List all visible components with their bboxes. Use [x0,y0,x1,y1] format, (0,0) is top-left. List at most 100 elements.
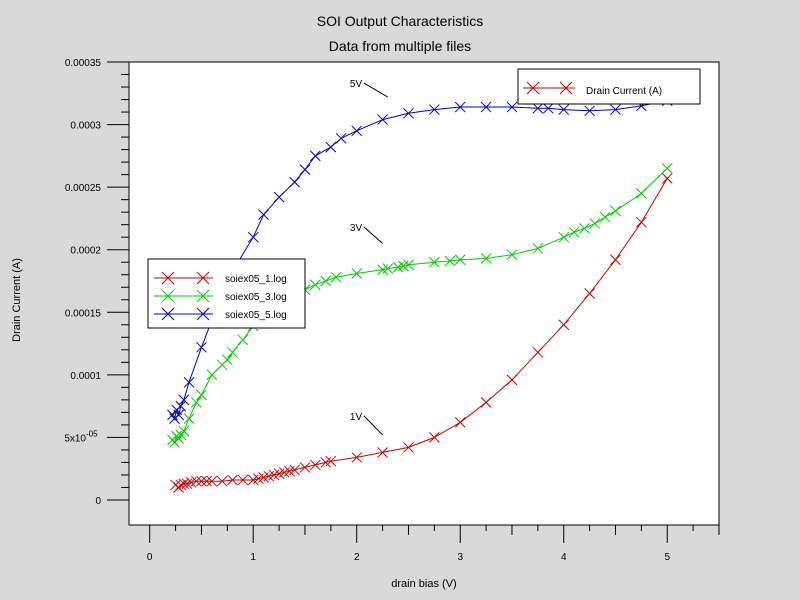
data-point [216,475,228,487]
x-tick-label: 3 [457,552,463,563]
data-point [532,102,544,114]
data-point [299,462,311,473]
data-point [175,400,187,412]
data-point [532,243,544,254]
data-point [175,479,187,491]
data-point [289,176,300,188]
data-point [568,226,580,238]
data-point [480,253,492,264]
data-point [221,354,233,366]
data-point [309,459,321,471]
legend-series-marker [161,307,175,321]
data-point [237,474,249,486]
data-point [428,104,440,115]
x-tick-label: 5 [664,552,670,563]
data-point [377,114,388,125]
data-point [237,334,249,346]
data-point [173,409,185,421]
x-axis: 0 1 2 3 4 5 [147,525,720,563]
legend-top: Drain Current (A) [517,68,701,105]
data-point [289,464,300,476]
data-point [454,101,466,113]
legend-series-marker [196,307,210,321]
data-point [190,397,202,408]
data-point [454,417,466,428]
data-point [480,397,492,408]
data-point [178,425,190,437]
y-tick-label: 0.00025 [65,183,102,194]
y-tick-label: 0.0001 [70,371,101,382]
legend-series-box [147,258,306,329]
annotation-label: 3V [350,223,363,234]
data-point [579,223,590,234]
data-point [309,279,321,291]
data-point [335,132,347,144]
legend-series: soiex05_1.log soiex05_3.log soiex05_5.log [147,258,306,329]
y-axis: 0 5x10 -05 0.0001 0.00015 0.0002 0.00025 0.0003… [64,58,129,507]
legend-top-label: Drain Current (A) [586,86,662,97]
data-point [247,231,259,243]
data-point [558,319,570,331]
data-point [325,455,337,467]
series-soiex05-1-log [170,173,673,493]
x-tick-label: 2 [354,552,360,563]
data-point [382,263,394,274]
legend-top-marker [523,81,575,95]
data-point [610,104,621,115]
data-point [584,105,595,117]
y-tick-exponent: -05 [86,429,98,438]
data-point [190,475,202,487]
x-axis-label: drain bias (V) [391,578,456,590]
y-tick-label: 5x10 [64,433,86,444]
data-point [610,254,621,266]
data-point [181,478,193,490]
y-tick-label: 0.0002 [70,246,101,257]
data-point [428,256,440,268]
legend-series-marker [196,289,210,303]
data-point [584,288,595,299]
data-point [183,376,195,388]
annotation-leader [363,82,389,98]
data-point [320,275,332,287]
legend-series-label: soiex05_3.log [225,292,287,303]
data-point [480,101,492,113]
legend-series-label: soiex05_1.log [225,274,287,285]
annotation-label: 5V [350,79,363,90]
y-tick-label: 0.00015 [65,308,102,319]
legend-top-box [517,68,701,105]
data-point [351,452,363,463]
data-point [506,374,518,386]
data-point [589,218,601,229]
data-point [173,433,185,445]
data-point [325,141,337,153]
data-point [636,216,647,228]
data-point [661,173,673,184]
data-point [330,271,342,283]
annotation-label: 1V [350,412,363,423]
data-point [196,389,207,401]
data-point [206,369,218,381]
data-point [196,341,207,353]
chart-subtitle: Data from multiple files [329,38,471,54]
data-point [542,102,554,114]
legend-top-x [526,81,540,95]
data-point [506,101,518,113]
data-point [636,188,647,199]
data-point [309,150,321,162]
legend-series-marker [161,271,175,285]
data-point [227,346,238,358]
y-tick-label: 0.0003 [70,121,101,132]
data-point [377,447,388,458]
data-point [532,346,544,358]
data-point [403,107,414,119]
data-point [201,475,212,487]
data-point [454,254,466,266]
data-point [403,442,414,453]
y-axis-label: Drain Current (A) [11,258,23,342]
y-tick-label: 0.00035 [65,58,102,69]
data-point [610,205,621,217]
annotation-leader [363,226,383,244]
annotation-leader [363,415,383,436]
legend-series-marker [161,289,175,303]
